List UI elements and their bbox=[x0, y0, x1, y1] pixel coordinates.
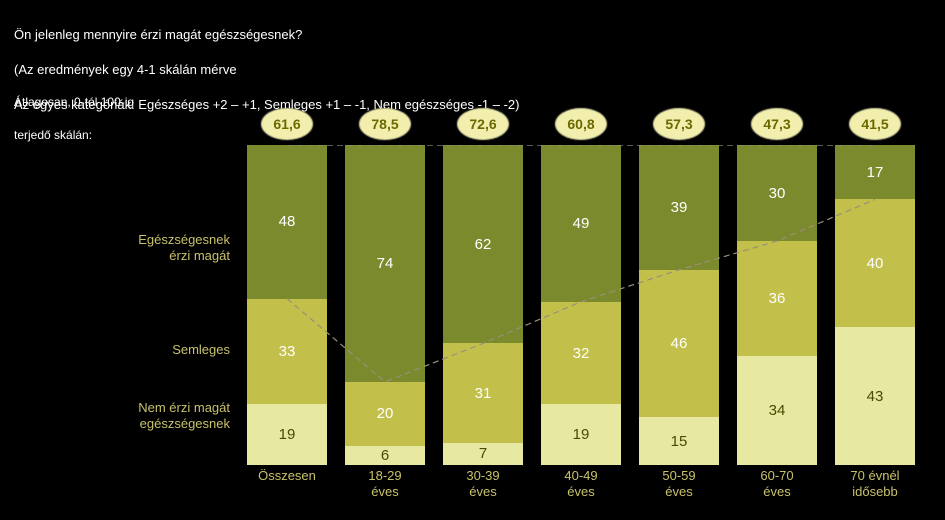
title-line-1: Ön jelenleg mennyire érzi magát egészség… bbox=[14, 27, 302, 42]
bar-segment-nem: 15 bbox=[639, 417, 719, 465]
average-badge: 72,6 bbox=[457, 108, 509, 140]
bar-segment-semleges: 20 bbox=[345, 382, 425, 446]
xlabel: 30-39 éves bbox=[438, 468, 528, 499]
bar-column: 154639 bbox=[639, 145, 719, 465]
bar-segment-eg: 17 bbox=[835, 145, 915, 199]
xlabel: 60-70 éves bbox=[732, 468, 822, 499]
health-chart: Ön jelenleg mennyire érzi magát egészség… bbox=[0, 0, 945, 520]
bars-area: 1933486207473162193249154639343630434017 bbox=[247, 145, 927, 465]
bar-column: 193348 bbox=[247, 145, 327, 465]
bar-column: 343630 bbox=[737, 145, 817, 465]
bar-segment-nem: 34 bbox=[737, 356, 817, 465]
subtitle-line-1: Átlagosan, 0-tól 100-ig bbox=[14, 95, 134, 109]
xlabel: 70 évnél idősebb bbox=[830, 468, 920, 499]
bar-segment-eg: 48 bbox=[247, 145, 327, 299]
average-badge: 78,5 bbox=[359, 108, 411, 140]
bar-column: 62074 bbox=[345, 145, 425, 465]
bar-segment-semleges: 40 bbox=[835, 199, 915, 327]
bar-segment-semleges: 36 bbox=[737, 241, 817, 356]
bar-column: 73162 bbox=[443, 145, 523, 465]
bar-segment-eg: 30 bbox=[737, 145, 817, 241]
subtitle-line-2: terjedő skálán: bbox=[14, 128, 92, 142]
average-badge: 47,3 bbox=[751, 108, 803, 140]
xlabel: 18-29 éves bbox=[340, 468, 430, 499]
bar-segment-nem: 19 bbox=[247, 404, 327, 465]
bar-segment-eg: 39 bbox=[639, 145, 719, 270]
title-line-2: (Az eredmények egy 4-1 skálán mérve bbox=[14, 62, 237, 77]
bar-segment-eg: 62 bbox=[443, 145, 523, 343]
bar-segment-eg: 49 bbox=[541, 145, 621, 302]
xlabel: 50-59 éves bbox=[634, 468, 724, 499]
bar-segment-eg: 74 bbox=[345, 145, 425, 382]
bar-segment-nem: 19 bbox=[541, 404, 621, 465]
ylabel-neutral: Semleges bbox=[0, 342, 230, 358]
xlabel: 40-49 éves bbox=[536, 468, 626, 499]
bar-segment-semleges: 33 bbox=[247, 299, 327, 405]
bar-segment-semleges: 32 bbox=[541, 302, 621, 404]
bar-segment-semleges: 46 bbox=[639, 270, 719, 417]
average-badge: 57,3 bbox=[653, 108, 705, 140]
average-badge: 61,6 bbox=[261, 108, 313, 140]
bar-segment-semleges: 31 bbox=[443, 343, 523, 442]
bar-segment-nem: 7 bbox=[443, 443, 523, 465]
ylabel-unhealthy: Nem érzi magát egészségesnek bbox=[0, 400, 230, 431]
bar-segment-nem: 43 bbox=[835, 327, 915, 465]
xlabel: Összesen bbox=[242, 468, 332, 484]
average-badge: 60,8 bbox=[555, 108, 607, 140]
average-badge: 41,5 bbox=[849, 108, 901, 140]
bar-column: 434017 bbox=[835, 145, 915, 465]
bar-segment-nem: 6 bbox=[345, 446, 425, 465]
bar-column: 193249 bbox=[541, 145, 621, 465]
chart-subtitle: Átlagosan, 0-tól 100-ig terjedő skálán: bbox=[14, 78, 134, 143]
ylabel-healthy: Egészségesnek érzi magát bbox=[0, 232, 230, 263]
